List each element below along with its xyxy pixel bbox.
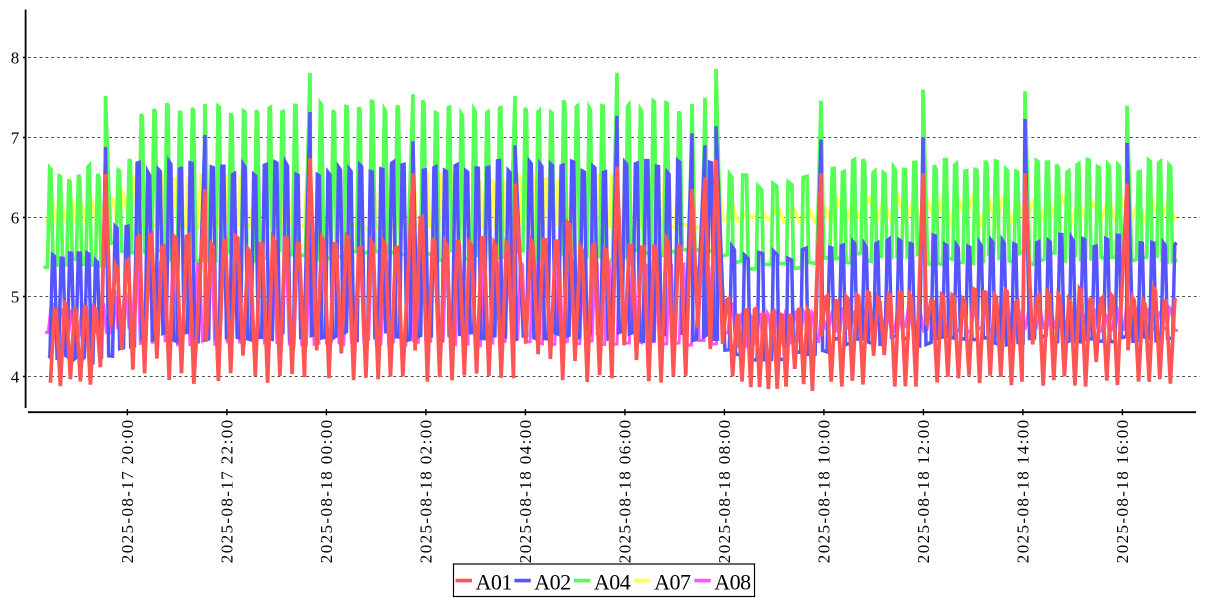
svg-text:2025-08-17 22:00: 2025-08-17 22:00: [217, 418, 236, 563]
svg-text:A01: A01: [476, 570, 512, 595]
svg-text:2025-08-17 20:00: 2025-08-17 20:00: [118, 418, 137, 563]
svg-text:4: 4: [11, 368, 20, 387]
svg-text:A02: A02: [534, 570, 570, 595]
svg-text:2025-08-18 12:00: 2025-08-18 12:00: [914, 418, 933, 563]
svg-text:A08: A08: [714, 570, 751, 595]
svg-text:A07: A07: [654, 570, 691, 595]
svg-text:6: 6: [11, 209, 20, 228]
svg-text:5: 5: [11, 288, 20, 307]
svg-text:2025-08-18 02:00: 2025-08-18 02:00: [416, 418, 435, 563]
svg-text:7: 7: [11, 129, 20, 148]
svg-text:8: 8: [11, 49, 20, 68]
svg-text:2025-08-18 16:00: 2025-08-18 16:00: [1113, 418, 1132, 563]
svg-text:A04: A04: [594, 570, 631, 595]
svg-text:2025-08-18 04:00: 2025-08-18 04:00: [516, 418, 535, 563]
svg-text:2025-08-18 06:00: 2025-08-18 06:00: [615, 418, 634, 563]
svg-text:2025-08-18 00:00: 2025-08-18 00:00: [317, 418, 336, 563]
svg-text:2025-08-18 14:00: 2025-08-18 14:00: [1013, 418, 1032, 563]
svg-text:2025-08-18 10:00: 2025-08-18 10:00: [814, 418, 833, 563]
svg-text:2025-08-18 08:00: 2025-08-18 08:00: [715, 418, 734, 563]
